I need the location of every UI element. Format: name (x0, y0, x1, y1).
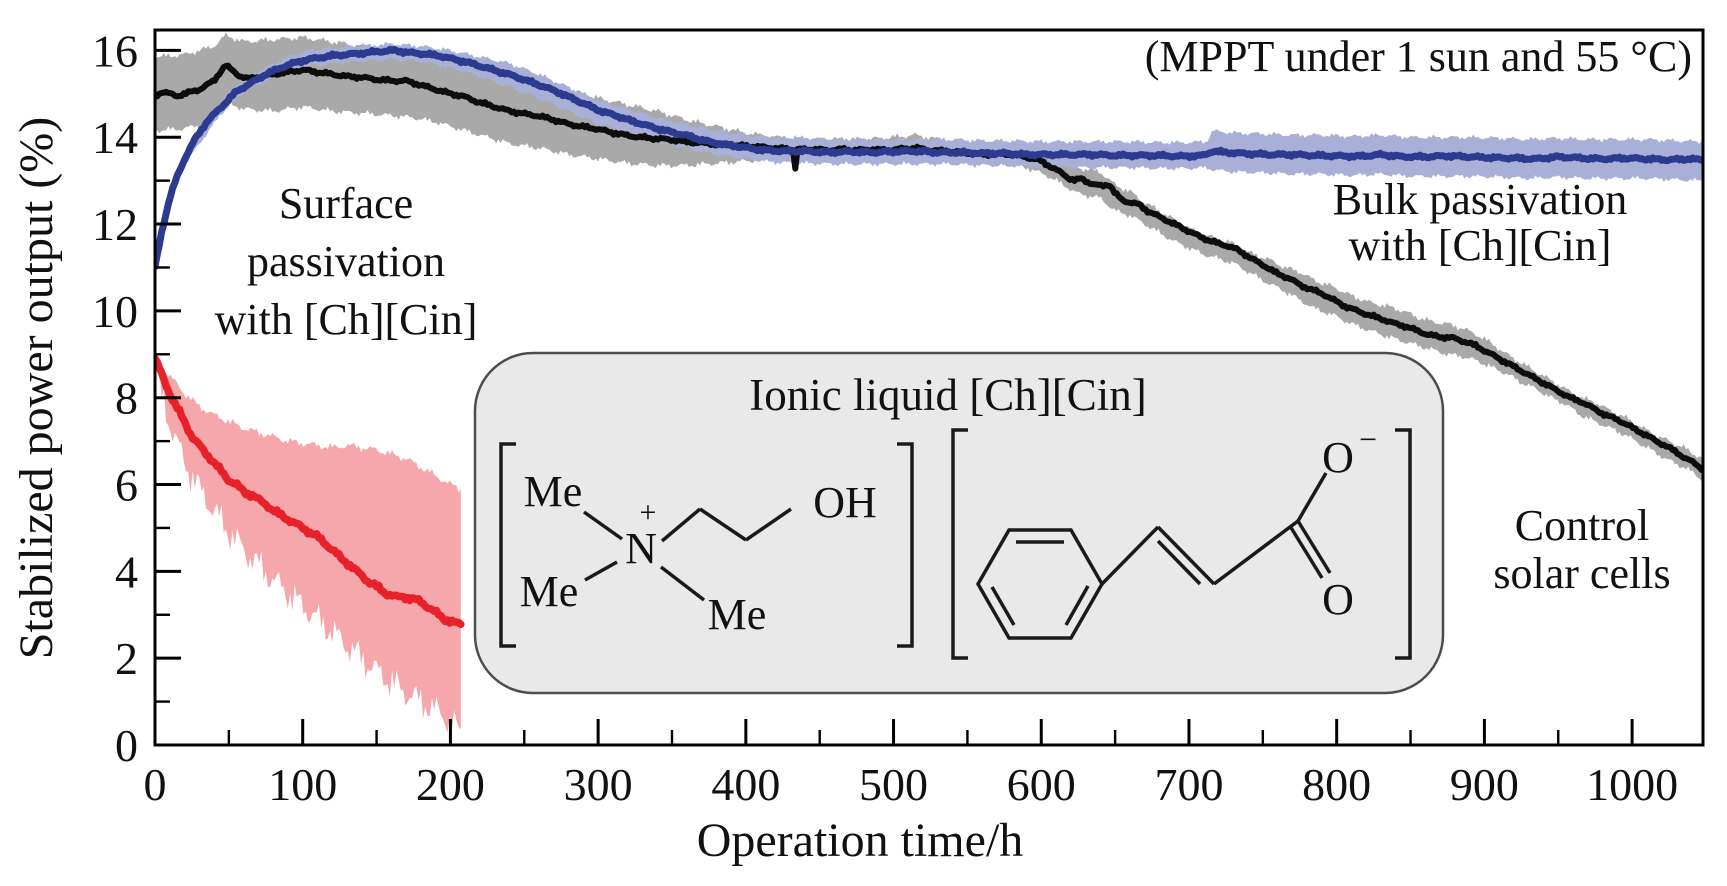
bond-n-me-bottom (659, 565, 706, 602)
bond-me-left-n (584, 560, 618, 582)
y-axis-tick-label: 14 (92, 112, 138, 163)
inset-title: Ionic liquid [Ch][Cin] (749, 370, 1146, 420)
bond-n-ch2 (660, 507, 702, 543)
atom-nitrogen: N (625, 524, 657, 573)
series-band-bulk (155, 41, 1703, 272)
bond-c-o-double2 (1288, 525, 1324, 579)
x-axis-tick-label: 500 (859, 759, 928, 810)
bond-ch2-oh (745, 507, 792, 542)
benzene-double-lowerleft (990, 586, 1016, 626)
bond-me-top-n (582, 510, 624, 541)
bond-ch2-ch2 (699, 507, 747, 542)
bond-ch-c (1212, 519, 1300, 586)
cation-left-bracket (499, 442, 516, 648)
y-axis-tick-label: 8 (115, 373, 138, 424)
y-axis-tick-label: 12 (92, 199, 138, 250)
cation-right-bracket (897, 442, 914, 648)
x-axis-tick-label: 1000 (1586, 759, 1678, 810)
bond-c-ominus (1296, 472, 1328, 522)
y-axis-tick-label: 10 (92, 286, 138, 337)
x-axis-title: Operation time/h (697, 814, 1024, 867)
y-axis-tick-label: 16 (92, 25, 138, 76)
series-layer (155, 32, 1703, 733)
series-band-surface (155, 355, 461, 733)
benzene-ring (975, 528, 1105, 640)
annotation-control-line1: Control (1515, 501, 1649, 550)
x-axis-tick-label: 100 (268, 759, 337, 810)
bond-ch-ch-double (1156, 539, 1202, 586)
choline-cation-structure (499, 442, 914, 648)
x-axis-tick-label: 700 (1154, 759, 1223, 810)
bond-ch-ch (1156, 525, 1216, 586)
axes-layer: 0 100 200 300 400 500 600 700 800 900 1000 0 2 4 6 8 10 1… (92, 25, 1678, 810)
annotation-bulk-passivation: Bulk passivation with [Ch][Cin] (1333, 175, 1628, 270)
atom-me-left: Me (520, 567, 579, 616)
inset-ionic-liquid: Ionic liquid [Ch][Cin] Me Me Me N + OH (473, 351, 1445, 695)
condition-note: (MPPT under 1 sun and 55 °C) (1145, 32, 1692, 81)
anion-right-bracket (1395, 428, 1412, 660)
atom-me-bottom: Me (708, 590, 767, 639)
annotation-control-line2: solar cells (1493, 549, 1670, 598)
annotation-surface-line3: with [Ch][Cin] (215, 295, 478, 344)
cinnamate-anion-structure (951, 428, 1412, 660)
y-axis-tick-label: 2 (115, 633, 138, 684)
y-axis-tick-label: 6 (115, 460, 138, 511)
atom-hydroxyl: OH (813, 478, 877, 527)
x-axis-tick-label: 200 (416, 759, 485, 810)
x-axis-tick-label: 800 (1302, 759, 1371, 810)
series-band-control (155, 32, 1703, 482)
annotation-surface-line1: Surface (279, 179, 413, 228)
x-axis-tick-label: 0 (144, 759, 167, 810)
bond-c-o-double1 (1296, 520, 1332, 574)
atom-oxygen: O (1322, 575, 1354, 624)
series-line-bulk (155, 45, 1703, 271)
annotation-bulk-line2: with [Ch][Cin] (1349, 221, 1612, 270)
x-axis-tick-label: 900 (1450, 759, 1519, 810)
y-axis-tick-label: 4 (115, 546, 138, 597)
y-axis-title: Stabilized power output (%) (10, 117, 63, 660)
x-axis-tick-label: 600 (1007, 759, 1076, 810)
x-axis-tick-label: 300 (564, 759, 633, 810)
plot-frame (153, 28, 1705, 747)
oxygen-minus-charge: − (1359, 421, 1377, 457)
atom-oxygen-minus: O (1322, 433, 1354, 482)
nitrogen-charge: + (640, 496, 657, 529)
annotation-bulk-line1: Bulk passivation (1333, 175, 1628, 224)
bond-ring-ch (1100, 525, 1160, 586)
x-axis-tick-label: 400 (711, 759, 780, 810)
y-axis-tick-label: 0 (115, 720, 138, 771)
inset-panel (473, 351, 1445, 695)
series-line-surface (155, 354, 465, 629)
annotation-control: Control solar cells (1493, 501, 1670, 598)
annotation-surface-passivation: Surface passivation with [Ch][Cin] (215, 179, 478, 344)
atom-me-top: Me (524, 467, 583, 516)
anion-left-bracket (951, 428, 968, 660)
benzene-double-lowerright (1064, 585, 1090, 626)
annotation-surface-line2: passivation (247, 237, 445, 286)
